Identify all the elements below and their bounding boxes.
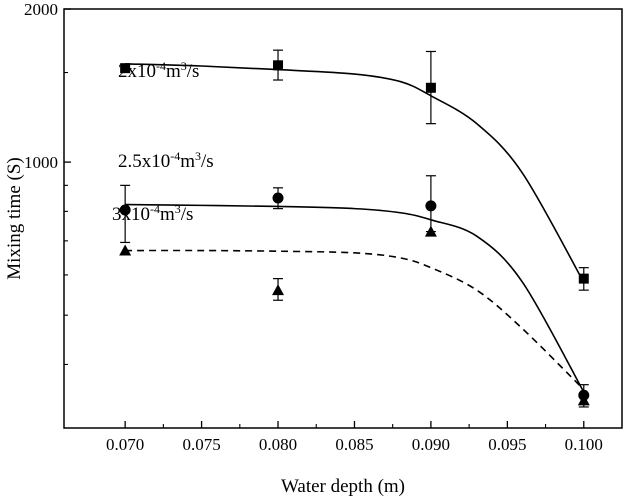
x-tick-label: 0.070 [106, 435, 144, 454]
triangle-point [424, 225, 437, 237]
circle-point [119, 204, 131, 216]
y-tick-label: 2000 [24, 0, 58, 19]
plot-area [119, 49, 590, 408]
series-1 [120, 49, 589, 291]
fit-curve [125, 249, 585, 391]
x-tick-label: 0.075 [182, 435, 220, 454]
series-2 [119, 175, 590, 401]
y-tick-label: 1000 [24, 153, 58, 172]
circle-point [272, 192, 284, 204]
series-label-1: 2x10-4m3/s [118, 59, 199, 82]
series-label-2: 2.5x10-4m3/s [118, 149, 214, 172]
x-axis-label: Water depth (m) [281, 476, 405, 497]
triangle-point [272, 284, 285, 296]
x-tick-label: 0.090 [412, 435, 450, 454]
plot-frame [63, 8, 623, 429]
series-labels: 2x10-4m3/s 2.5x10-4m3/s 3x10-4m3/s [112, 59, 214, 225]
series-3 [119, 225, 590, 408]
triangle-point [577, 394, 590, 406]
x-tick-label: 0.095 [488, 435, 526, 454]
series-label-3: 3x10-4m3/s [112, 202, 193, 225]
x-tick-label: 0.080 [259, 435, 297, 454]
x-tick-label: 0.100 [565, 435, 603, 454]
x-tick-label: 0.085 [335, 435, 373, 454]
y-axis-label: Mixing time (S) [4, 157, 25, 279]
square-point [425, 82, 436, 93]
axis-ticks: 0.070 0.075 0.080 0.085 0.090 0.095 0.100 1000 2… [24, 0, 603, 454]
fit-curve [125, 63, 585, 283]
fit-curve [125, 203, 585, 393]
circle-point [425, 200, 437, 212]
square-point [120, 63, 131, 74]
square-point [273, 60, 284, 71]
square-point [578, 273, 589, 284]
triangle-point [119, 244, 132, 256]
